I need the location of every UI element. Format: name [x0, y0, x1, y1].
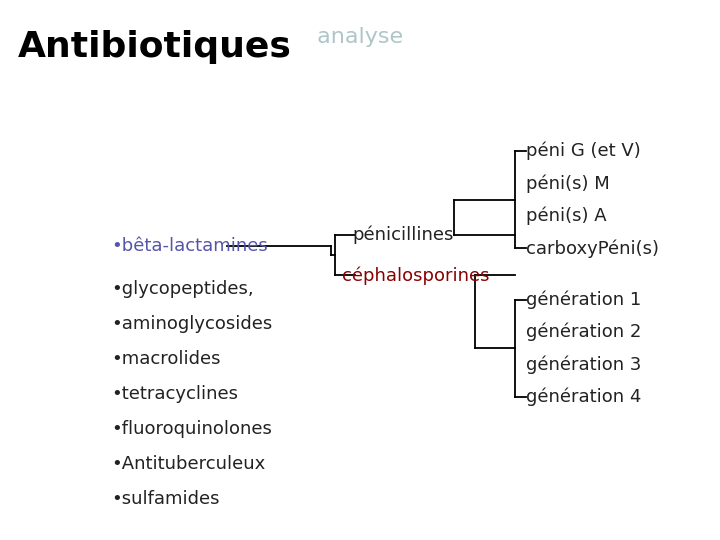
Text: pénicillines: pénicillines: [353, 226, 454, 244]
Text: carboxyPéni(s): carboxyPéni(s): [526, 239, 659, 258]
Text: •aminoglycosides: •aminoglycosides: [112, 315, 273, 333]
Text: péni(s) A: péni(s) A: [526, 207, 606, 225]
Text: •Antituberculeux: •Antituberculeux: [112, 455, 266, 474]
Text: •fluoroquinolones: •fluoroquinolones: [112, 420, 272, 438]
Text: Antibiotiques: Antibiotiques: [18, 30, 292, 64]
Text: génération 1: génération 1: [526, 291, 641, 309]
Text: génération 3: génération 3: [526, 355, 641, 374]
Text: •macrolides: •macrolides: [112, 350, 221, 368]
Text: génération 2: génération 2: [526, 323, 641, 341]
Text: analyse: analyse: [310, 27, 402, 47]
Text: •glycopeptides,: •glycopeptides,: [112, 280, 254, 298]
Text: •tetracyclines: •tetracyclines: [112, 385, 238, 403]
Text: céphalosporines: céphalosporines: [342, 266, 490, 285]
Text: péni G (et V): péni G (et V): [526, 142, 640, 160]
Text: péni(s) M: péni(s) M: [526, 174, 609, 193]
Text: génération 4: génération 4: [526, 388, 641, 406]
Text: •sulfamides: •sulfamides: [112, 490, 220, 509]
Text: •bêta-lactamines: •bêta-lactamines: [112, 237, 269, 255]
